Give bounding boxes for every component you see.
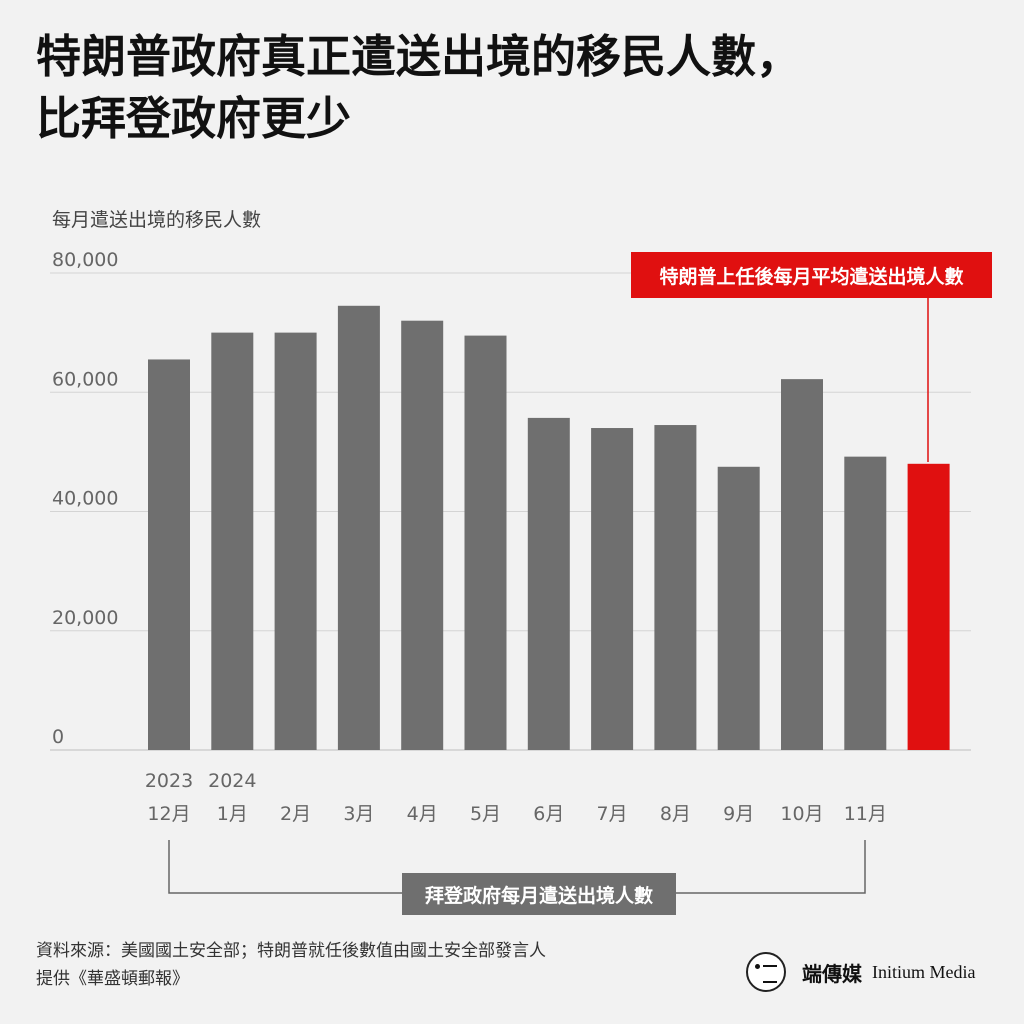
chart-title: 特朗普政府真正遣送出境的移民人數， 比拜登政府更少 — [36, 26, 996, 150]
y-tick-label: 0 — [52, 726, 64, 748]
y-tick-labels: 0 20,000 40,000 60,000 80,000 — [52, 249, 118, 748]
bar-3月 — [337, 305, 380, 750]
bar-11月 — [844, 456, 887, 750]
bar-2月 — [274, 332, 317, 750]
x-tick-label: 8月 — [660, 803, 691, 825]
logo-english-name: Initium Media — [872, 961, 976, 982]
x-year-label: 2024 — [208, 770, 256, 792]
bar-10月 — [781, 379, 823, 750]
x-tick-label: 11月 — [844, 803, 887, 825]
chart-title-line-2: 比拜登政府更少 — [36, 92, 352, 145]
y-tick-label: 80,000 — [52, 249, 118, 271]
bar-8月 — [654, 425, 697, 750]
x-tick-labels: 12月 2023 1月 2024 2月 3月 4月 5月 6月 7月 8月 9月 10月 11月 — [145, 770, 887, 825]
bar-5月 — [464, 335, 507, 750]
x-tick-label: 12月 — [147, 803, 190, 825]
source-note: 資料來源：美國國土安全部；特朗普就任後數值由國土安全部發言人 提供《華盛頓郵報》 — [36, 937, 546, 993]
x-tick-label: 7月 — [597, 803, 628, 825]
bar-trump-average — [907, 463, 950, 750]
biden-bracket-label: 拜登政府每月遣送出境人數 — [402, 873, 676, 915]
initium-logo-icon — [746, 952, 786, 992]
y-tick-label: 20,000 — [52, 607, 118, 629]
chart-title-line-1: 特朗普政府真正遣送出境的移民人數， — [36, 30, 802, 83]
initium-media-logo: 端傳媒 Initium Media — [746, 950, 975, 994]
x-tick-label: 10月 — [780, 803, 823, 825]
logo-chinese-name: 端傳媒 — [802, 961, 862, 986]
bracket-line — [168, 840, 866, 894]
source-line-1: 資料來源：美國國土安全部；特朗普就任後數值由國土安全部發言人 — [36, 941, 546, 961]
bars — [148, 305, 950, 750]
x-tick-label: 2月 — [280, 803, 311, 825]
x-tick-label: 5月 — [470, 803, 501, 825]
source-line-2: 提供《華盛頓郵報》 — [36, 969, 189, 989]
bar-12月 — [148, 359, 190, 750]
x-tick-label: 4月 — [407, 803, 438, 825]
bar-9月 — [717, 466, 760, 750]
bar-7月 — [591, 428, 634, 750]
x-tick-label: 3月 — [343, 803, 374, 825]
x-tick-label: 1月 — [217, 803, 248, 825]
bar-6月 — [527, 417, 570, 750]
x-year-label: 2023 — [145, 770, 193, 792]
bar-4月 — [401, 320, 444, 750]
y-axis-label: 每月遣送出境的移民人數 — [52, 209, 262, 231]
x-tick-label: 9月 — [723, 803, 754, 825]
y-tick-label: 60,000 — [52, 368, 118, 390]
y-tick-label: 40,000 — [52, 488, 118, 510]
x-tick-label: 6月 — [533, 803, 564, 825]
trump-average-label: 特朗普上任後每月平均遣送出境人數 — [631, 252, 992, 298]
bar-1月 — [211, 332, 254, 750]
